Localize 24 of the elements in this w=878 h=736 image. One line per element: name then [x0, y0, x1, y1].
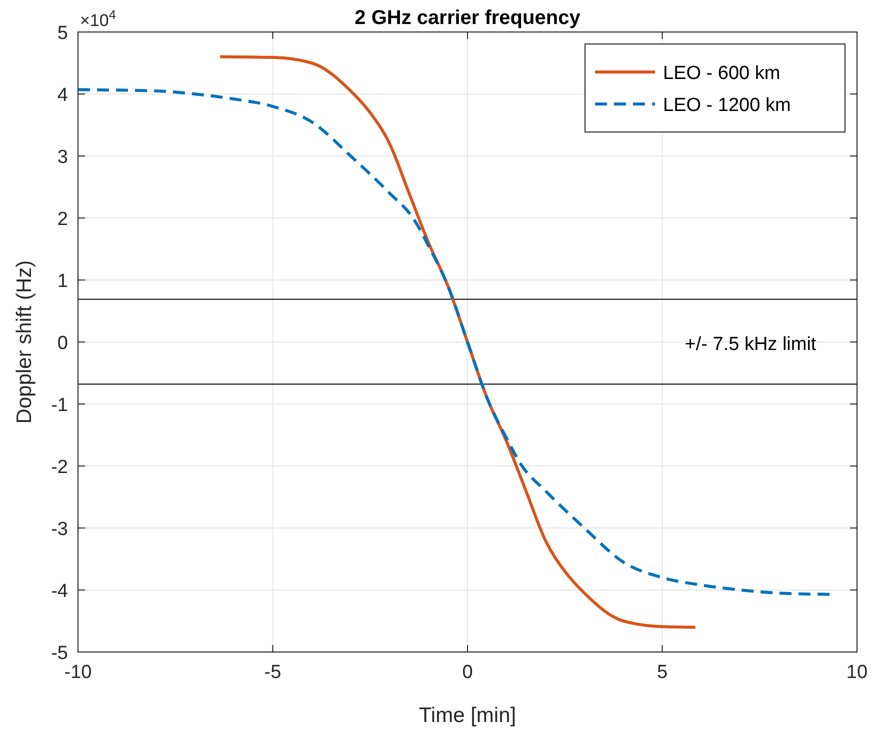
x-axis-title: Time [min]: [418, 704, 516, 727]
text: ×10$^{4}$: [80, 6, 116, 30]
x-tick-label: -5: [264, 662, 282, 683]
y-tick-label: 4: [57, 85, 68, 106]
y-tick-label: -3: [51, 519, 68, 540]
x-tick-label: 0: [462, 662, 473, 683]
y-tick-label: -5: [51, 643, 68, 664]
line-series: [76, 88, 832, 596]
x-tick-label: 10: [846, 662, 868, 683]
y-tick-label: -4: [51, 581, 68, 602]
x-tick-label: 5: [656, 662, 668, 683]
x-tick-label: -10: [64, 662, 92, 683]
y-tick-label: -1: [51, 395, 68, 416]
chart-title: 2 GHz carrier frequency: [354, 7, 582, 29]
legend-label: LEO - 600 km: [663, 63, 780, 84]
y-tick-label: 0: [57, 333, 68, 354]
legend-label: LEO - 1200 km: [663, 95, 791, 116]
y-tick-label: -2: [51, 457, 68, 478]
annotation: +/- 7.5 kHz limit: [684, 334, 817, 355]
y-tick-label: 5: [57, 23, 68, 44]
y-tick-label: 3: [57, 147, 68, 168]
y-axis-title: Doppler shift (Hz): [13, 260, 36, 424]
y-tick-label: 2: [57, 209, 68, 230]
y-tick-label: 1: [57, 271, 68, 292]
